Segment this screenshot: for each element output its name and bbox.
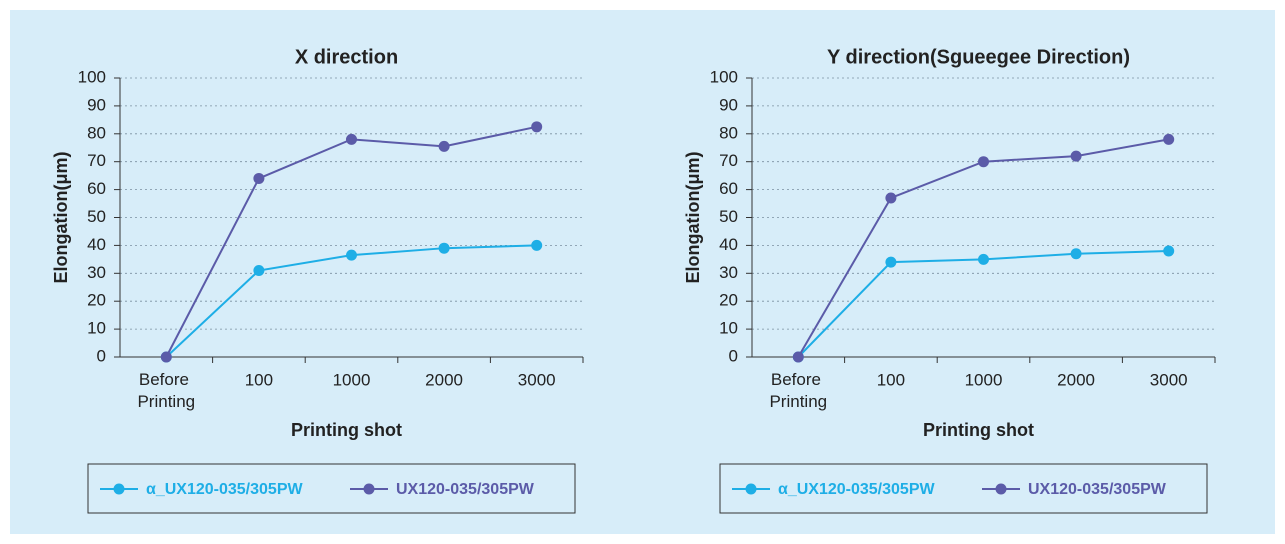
x-tick-label: 3000 xyxy=(518,370,556,389)
y-tick-label: 20 xyxy=(719,291,738,310)
y-tick-label: 0 xyxy=(729,346,738,365)
x-tick-label-line: Printing xyxy=(769,392,827,411)
data-point xyxy=(792,351,804,363)
y-tick-label: 50 xyxy=(87,207,106,226)
data-point xyxy=(531,121,543,133)
y-tick-label: 10 xyxy=(719,319,738,338)
legend-box xyxy=(87,463,576,514)
legend-text: UX120-035/305PW xyxy=(1028,481,1167,498)
x-axis-title: Printing shot xyxy=(923,420,1034,440)
data-point xyxy=(531,239,543,251)
data-point xyxy=(1070,248,1082,260)
data-point xyxy=(438,242,450,254)
data-point xyxy=(978,253,989,265)
x-tick-label: Before Printing xyxy=(137,370,195,411)
x-tick-label: 2000 xyxy=(425,370,463,389)
chart-title: Y direction(Sgueegee Direction) xyxy=(827,46,1130,68)
legend-marker xyxy=(745,483,757,495)
data-point xyxy=(1163,133,1175,145)
data-point xyxy=(978,156,989,168)
legend-box xyxy=(719,463,1208,514)
legend-marker xyxy=(363,483,375,495)
data-point xyxy=(160,351,172,363)
x-tick-label: 1000 xyxy=(333,370,371,389)
y-tick-label: 100 xyxy=(78,67,106,86)
x-tick-label: 2000 xyxy=(1057,370,1095,389)
legend-text: α_UX120-035/305PW xyxy=(778,481,935,498)
data-point xyxy=(346,249,357,261)
y-tick-label: 10 xyxy=(87,319,106,338)
y-tick-label: 80 xyxy=(719,123,738,142)
data-point xyxy=(1070,150,1082,162)
background xyxy=(10,10,1275,534)
chart-title: X direction xyxy=(295,46,398,68)
y-tick-label: 80 xyxy=(87,123,106,142)
y-tick-label: 70 xyxy=(719,151,738,170)
y-tick-label: 100 xyxy=(710,67,738,86)
y-tick-label: 40 xyxy=(87,235,106,254)
data-point xyxy=(253,265,265,277)
y-tick-label: 90 xyxy=(719,95,738,114)
y-tick-label: 70 xyxy=(87,151,106,170)
data-point xyxy=(885,256,897,268)
x-tick-label-line: Before xyxy=(139,370,194,389)
x-tick-label: 3000 xyxy=(1150,370,1188,389)
legend-text: UX120-035/305PW xyxy=(396,481,535,498)
y-tick-label: 60 xyxy=(87,179,106,198)
data-point xyxy=(1163,245,1175,257)
x-tick-label: 100 xyxy=(245,370,273,389)
data-point xyxy=(438,140,450,152)
y-tick-label: 60 xyxy=(719,179,738,198)
y-tick-label: 30 xyxy=(719,263,738,282)
data-point xyxy=(885,192,897,204)
y-tick-label: 20 xyxy=(87,291,106,310)
legend-marker xyxy=(995,483,1007,495)
y-tick-label: 40 xyxy=(719,235,738,254)
x-tick-label: 1000 xyxy=(965,370,1003,389)
y-tick-label: 90 xyxy=(87,95,106,114)
y-axis-title: Elongation(μm) xyxy=(51,152,71,284)
x-tick-label-line: Printing xyxy=(137,392,195,411)
y-tick-label: 50 xyxy=(719,207,738,226)
data-point xyxy=(346,133,357,145)
x-tick-label: 100 xyxy=(877,370,905,389)
legend-text: α_UX120-035/305PW xyxy=(146,481,303,498)
y-axis-title: Elongation(μm) xyxy=(683,152,703,284)
y-tick-label: 0 xyxy=(97,346,106,365)
x-axis-title: Printing shot xyxy=(291,420,402,440)
y-tick-label: 30 xyxy=(87,263,106,282)
legend-marker xyxy=(113,483,125,495)
x-tick-label: Before Printing xyxy=(769,370,827,411)
x-tick-label-line: Before xyxy=(771,370,826,389)
data-point xyxy=(253,172,265,184)
